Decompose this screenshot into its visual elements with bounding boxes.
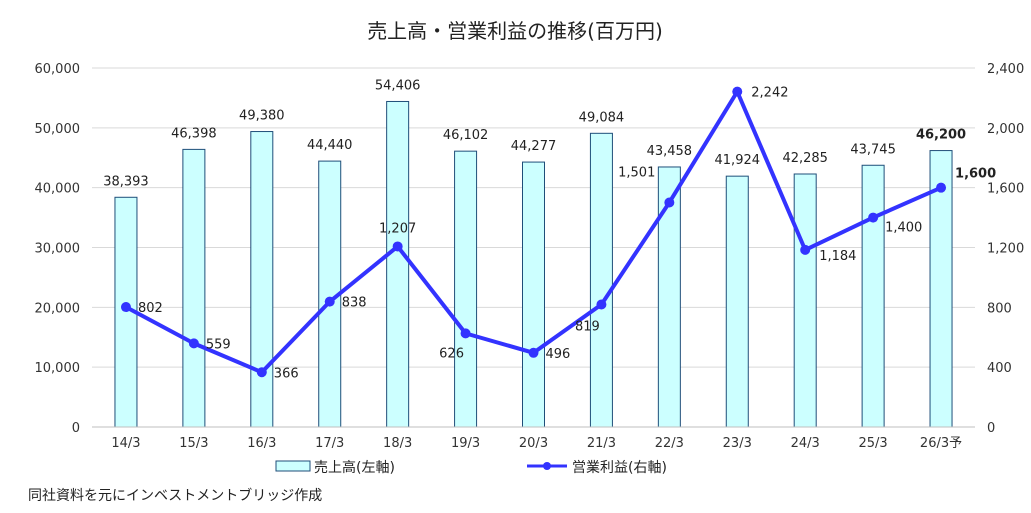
bar xyxy=(793,173,817,428)
x-tick-label: 15/3 xyxy=(179,436,208,451)
bar-series xyxy=(114,100,953,428)
line-value-label: 2,242 xyxy=(751,86,788,101)
bar xyxy=(522,161,545,428)
y-left-tick-label: 50,000 xyxy=(35,122,81,137)
bar-value-label: 43,458 xyxy=(647,144,693,159)
legend: 売上高(左軸) 営業利益(右軸) xyxy=(275,459,667,476)
bar-value-label: 41,924 xyxy=(715,153,761,168)
legend-bar-label: 売上高(左軸) xyxy=(314,459,395,476)
line-value-label: 838 xyxy=(342,296,367,311)
chart-title: 売上高・営業利益の推移(百万円) xyxy=(367,19,663,43)
x-tick-label: 14/3 xyxy=(111,436,140,451)
bar-value-label: 43,745 xyxy=(850,142,896,157)
bar-value-label: 46,200 xyxy=(916,128,966,143)
bar-value-label: 44,277 xyxy=(511,139,557,154)
line-point xyxy=(324,296,335,307)
x-tick-label: 23/3 xyxy=(723,436,752,451)
line-value-label: 819 xyxy=(575,319,600,334)
y-left-tick-label: 0 xyxy=(72,421,80,436)
y-right-tick-label: 2,000 xyxy=(987,122,1024,137)
bar-value-label: 49,084 xyxy=(579,110,625,125)
source-note: 同社資料を元にインベストメントブリッジ作成 xyxy=(28,487,322,504)
bar-value-label: 54,406 xyxy=(375,78,421,93)
bar-value-label: 42,285 xyxy=(782,151,828,166)
bar xyxy=(589,132,613,428)
bar xyxy=(386,100,410,428)
bar-value-label: 46,102 xyxy=(443,128,489,143)
line-value-label: 1,501 xyxy=(618,165,655,180)
y-right-tick-label: 1,600 xyxy=(987,182,1024,197)
y-right-tick-label: 1,200 xyxy=(987,242,1024,257)
line-series xyxy=(120,86,947,378)
line-point xyxy=(120,302,131,313)
y-left-tick-label: 20,000 xyxy=(35,301,81,316)
data-labels: 38,393 46,398 49,380 44,440 54,406 46,102 44,2… xyxy=(103,78,996,381)
bar-value-label: 49,380 xyxy=(239,109,285,124)
legend-bar-swatch xyxy=(275,460,311,472)
line-value-label: 366 xyxy=(274,366,299,381)
line-point xyxy=(528,347,539,358)
line-point xyxy=(392,241,403,252)
line-point xyxy=(256,367,267,378)
bar xyxy=(861,164,885,428)
line-value-label: 1,400 xyxy=(885,221,922,236)
x-tick-label: 24/3 xyxy=(791,436,820,451)
y-right-tick-label: 2,400 xyxy=(987,62,1024,77)
x-tick-label: 26/3予 xyxy=(920,436,962,451)
line-value-label: 559 xyxy=(206,337,231,352)
x-tick-label: 16/3 xyxy=(247,436,276,451)
line-value-label: 626 xyxy=(439,346,464,361)
y-right-tick-label: 0 xyxy=(987,421,995,436)
line-point xyxy=(868,212,879,223)
bar-value-label: 44,440 xyxy=(307,138,353,153)
y-right-tick-label: 400 xyxy=(987,361,1012,376)
legend-line-label: 営業利益(右軸) xyxy=(572,460,667,476)
line-value-label: 1,207 xyxy=(379,221,416,236)
x-tick-label: 18/3 xyxy=(383,436,412,451)
line-point xyxy=(732,86,743,97)
y-right-tick-label: 800 xyxy=(987,301,1012,316)
x-tick-label: 25/3 xyxy=(859,436,888,451)
x-tick-label: 22/3 xyxy=(655,436,684,451)
x-tick-label: 19/3 xyxy=(451,436,480,451)
line-point xyxy=(188,338,199,349)
line-point xyxy=(936,182,947,193)
x-tick-label: 20/3 xyxy=(519,436,548,451)
x-tick-label: 17/3 xyxy=(315,436,344,451)
line-value-label: 1,600 xyxy=(955,167,996,182)
bar xyxy=(725,175,749,428)
y-left-tick-label: 10,000 xyxy=(35,361,81,376)
x-tick-label: 21/3 xyxy=(587,436,616,451)
axes: 0 0 10,000 400 20,000 800 30,000 1,200 40,000 1,6… xyxy=(35,62,1025,451)
line-value-label: 802 xyxy=(138,301,163,316)
bar xyxy=(454,150,478,428)
line-value-label: 496 xyxy=(546,347,571,362)
y-left-tick-label: 30,000 xyxy=(35,242,81,257)
legend-line-marker xyxy=(543,462,551,470)
bar-value-label: 38,393 xyxy=(103,174,149,189)
bar xyxy=(182,148,206,428)
bar-value-label: 46,398 xyxy=(171,126,217,141)
bar xyxy=(250,131,274,428)
line-point xyxy=(800,244,811,255)
y-left-tick-label: 60,000 xyxy=(35,62,81,77)
line-point xyxy=(460,328,471,339)
line-value-label: 1,184 xyxy=(819,249,856,264)
line-point xyxy=(664,197,675,208)
y-left-tick-label: 40,000 xyxy=(35,182,81,197)
line-point xyxy=(596,299,607,310)
